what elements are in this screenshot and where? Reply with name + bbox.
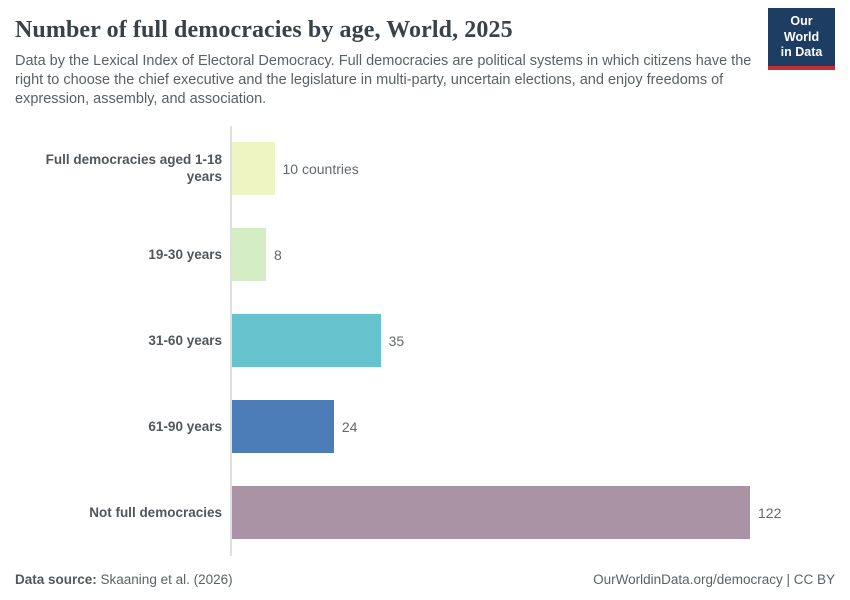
chart-header: Number of full democracies by age, World… bbox=[0, 0, 850, 110]
bar[interactable] bbox=[232, 400, 334, 454]
category-label: Not full democracies bbox=[89, 504, 222, 520]
data-source-label: Data source: bbox=[15, 572, 97, 587]
category-label: 19-30 years bbox=[148, 246, 222, 262]
bar[interactable] bbox=[232, 142, 275, 196]
owid-logo-line2: in Data bbox=[780, 45, 823, 60]
y-axis-line bbox=[230, 125, 232, 556]
chart-row: Full democracies aged 1-18 years 10 coun… bbox=[15, 126, 850, 212]
chart-title: Number of full democracies by age, World… bbox=[15, 17, 513, 43]
data-source: Data source: Skaaning et al. (2026) bbox=[15, 572, 233, 587]
bar[interactable] bbox=[232, 314, 381, 368]
value-label: 35 bbox=[388, 332, 405, 349]
chart-row: Not full democracies 122 bbox=[15, 470, 850, 556]
bar-chart: Full democracies aged 1-18 years 10 coun… bbox=[15, 125, 850, 556]
category-label: 31-60 years bbox=[148, 332, 222, 348]
chart-footer: Data source: Skaaning et al. (2026) OurW… bbox=[15, 572, 835, 587]
owid-logo-line1: Our World bbox=[783, 14, 820, 44]
chart-row: 61-90 years 24 bbox=[15, 384, 850, 470]
value-label: 122 bbox=[758, 504, 782, 521]
chart-row: 31-60 years 35 bbox=[15, 298, 850, 384]
bar[interactable] bbox=[232, 486, 750, 540]
value-label: 10 countries bbox=[282, 160, 359, 177]
owid-logo-accent-strip bbox=[768, 65, 835, 70]
chart-subtitle: Data by the Lexical Index of Electoral D… bbox=[15, 52, 752, 108]
category-label: 61-90 years bbox=[148, 418, 222, 434]
chart-row: 19-30 years 8 bbox=[15, 212, 850, 298]
owid-logo[interactable]: Our World in Data bbox=[768, 8, 835, 70]
value-label: 8 bbox=[274, 246, 282, 263]
owid-logo-box: Our World in Data bbox=[768, 8, 835, 66]
category-label: Full democracies aged 1-18 years bbox=[45, 152, 222, 184]
bar-rows: Full democracies aged 1-18 years 10 coun… bbox=[15, 126, 850, 556]
bar[interactable] bbox=[232, 228, 266, 282]
attribution-link[interactable]: OurWorldinData.org/democracy | CC BY bbox=[593, 572, 835, 587]
value-label: 24 bbox=[341, 418, 358, 435]
data-source-value: Skaaning et al. (2026) bbox=[96, 572, 233, 587]
